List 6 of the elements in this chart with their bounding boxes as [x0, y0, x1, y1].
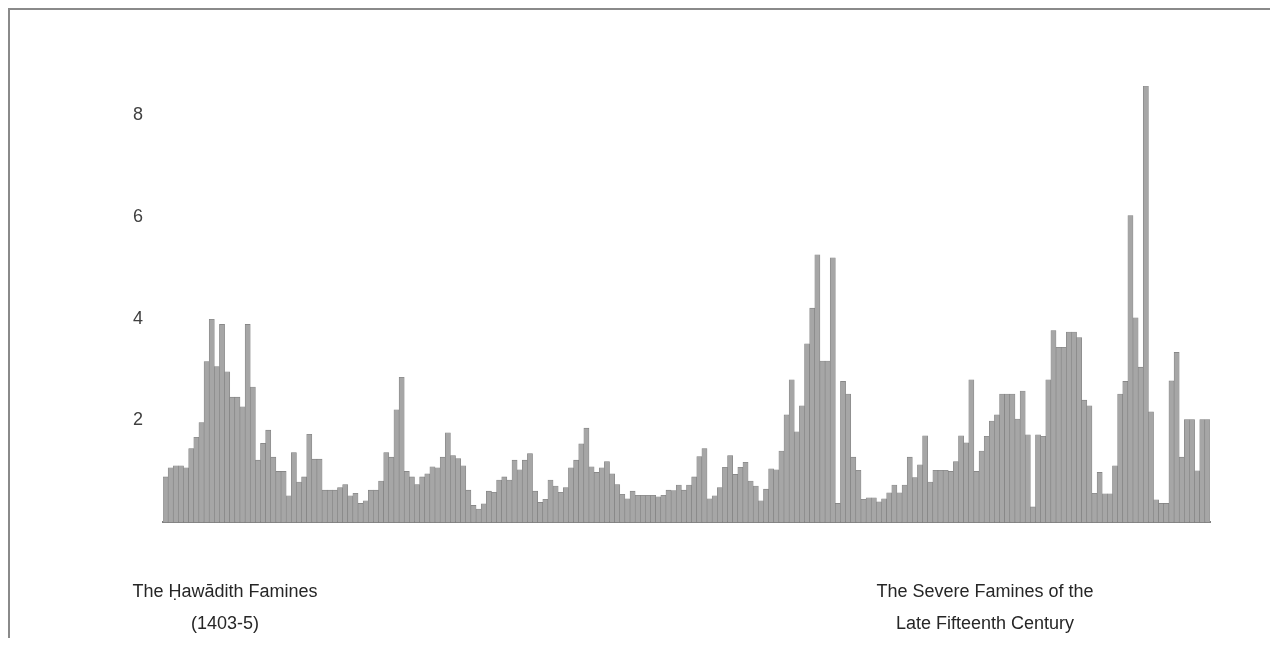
text: The Ḥawādith Famines (1403-5) — [131, 580, 319, 635]
y-tick-label: 2 — [132, 409, 143, 430]
y-tick-label: 6 — [132, 206, 143, 227]
y-tick-label: 4 — [132, 307, 143, 328]
y-tick-label: 8 — [132, 104, 143, 125]
text: The Severe Famines of the Late Fifteenth Century — [875, 580, 1095, 635]
